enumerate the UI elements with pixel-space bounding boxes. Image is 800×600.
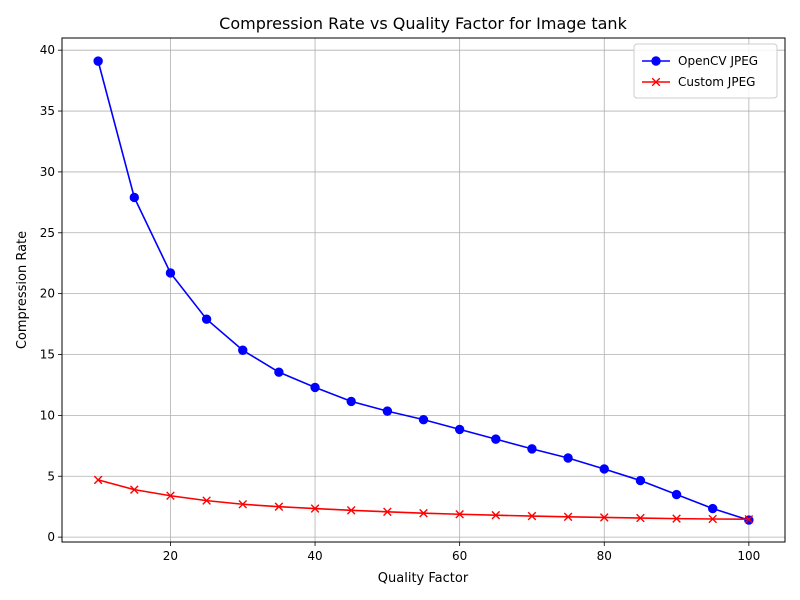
data-point: [708, 514, 717, 524]
chart-title: Compression Rate vs Quality Factor for I…: [219, 14, 627, 33]
data-point-stroke: [527, 511, 537, 521]
plot-frame: [61, 37, 786, 543]
data-point-stroke: [419, 508, 428, 518]
data-point: [310, 504, 320, 513]
data-point: [454, 424, 465, 435]
data-point: [708, 503, 718, 514]
data-point: [651, 56, 661, 66]
data-point: [130, 485, 139, 494]
y-axis-label: Compression Rate: [15, 231, 30, 349]
data-point: [310, 382, 320, 393]
data-point: [166, 491, 175, 501]
data-point-stroke: [166, 491, 175, 501]
data-point-stroke: [599, 513, 609, 522]
data-point: [672, 514, 681, 523]
x-tick-label: 20: [163, 549, 178, 563]
data-point-stroke: [238, 499, 248, 509]
legend: OpenCV JPEG Custom JPEG: [633, 43, 778, 99]
data-point: [491, 434, 501, 444]
data-point: [346, 506, 356, 515]
y-tick-label: 35: [40, 104, 55, 118]
y-tick-label: 30: [40, 165, 55, 179]
data-point: [274, 502, 284, 511]
data-point: [527, 511, 537, 521]
series-line: [97, 60, 750, 521]
x-tick-label: 40: [307, 549, 322, 563]
data-point: [491, 510, 501, 520]
y-tick-label: 40: [40, 43, 55, 57]
data-point-stroke: [455, 509, 464, 519]
data-point: [563, 453, 573, 463]
data-point-stroke: [491, 510, 501, 520]
y-tick-label: 15: [40, 348, 55, 362]
data-point: [383, 507, 392, 517]
series-layer: [93, 56, 754, 525]
data-point: [651, 77, 661, 87]
data-point: [93, 56, 103, 66]
y-tick-label: 20: [40, 287, 55, 301]
x-tick-label: 60: [452, 549, 467, 563]
data-point-stroke: [383, 507, 392, 517]
series-opencv-jpeg: [93, 56, 754, 525]
data-point: [238, 499, 248, 509]
data-point: [636, 513, 645, 523]
legend-label: OpenCV JPEG: [678, 54, 758, 68]
legend-label: Custom JPEG: [678, 75, 755, 89]
grid-lines: [62, 38, 785, 542]
legend-item: OpenCV JPEG: [642, 54, 758, 68]
data-point: [671, 489, 682, 500]
data-point: [165, 268, 176, 278]
y-tick-label: 5: [47, 469, 55, 483]
data-point: [527, 444, 537, 454]
data-point-stroke: [651, 77, 661, 87]
data-point: [599, 464, 609, 474]
data-point-stroke: [636, 513, 645, 523]
data-point-stroke: [346, 506, 356, 515]
data-point-stroke: [708, 514, 717, 524]
y-tick-label: 10: [40, 408, 55, 422]
data-point-stroke: [672, 514, 681, 523]
data-point: [274, 367, 284, 377]
data-point-stroke: [93, 475, 103, 485]
series-custom-jpeg: [93, 475, 754, 524]
data-point-stroke: [274, 502, 284, 511]
data-point: [563, 512, 573, 522]
legend-box: [633, 43, 778, 99]
x-axis-label: Quality Factor: [378, 571, 469, 586]
data-point: [346, 396, 356, 407]
data-point: [238, 345, 248, 355]
x-tick-label: 80: [597, 549, 612, 563]
data-point-stroke: [744, 514, 754, 524]
data-point: [599, 513, 609, 522]
data-point: [202, 496, 211, 505]
y-tick-label: 25: [40, 226, 55, 240]
data-point-stroke: [130, 485, 139, 494]
data-point-stroke: [310, 504, 320, 513]
y-tick-label: 0: [47, 530, 55, 544]
legend-item: Custom JPEG: [642, 75, 755, 89]
data-point-stroke: [202, 496, 211, 505]
data-point: [455, 509, 464, 519]
data-point: [93, 475, 103, 485]
x-tick-label: 100: [737, 549, 760, 563]
data-point-stroke: [563, 512, 573, 522]
data-point: [744, 514, 754, 524]
data-point: [419, 508, 428, 518]
ticks: 20 40 60 80 100 0 5 10 15 20 25 30 35 40: [40, 43, 761, 563]
data-point: [129, 192, 140, 203]
data-point: [382, 406, 393, 416]
data-point: [635, 475, 646, 486]
data-point: [201, 314, 212, 324]
data-point: [418, 414, 429, 425]
